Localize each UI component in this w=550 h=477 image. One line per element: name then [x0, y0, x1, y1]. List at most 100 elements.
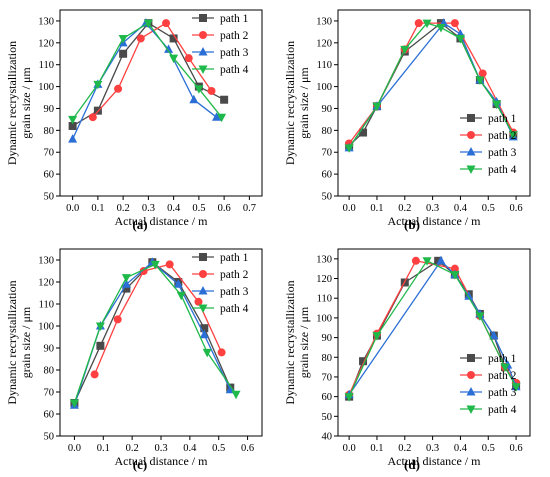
- x-tick-label: 0.5: [212, 443, 225, 454]
- y-axis-label-line-1: Dynamic recrystallization: [283, 280, 297, 404]
- data-point: [464, 291, 474, 300]
- y-tick-label: 110: [317, 60, 332, 71]
- y-axis-label-line-1: Dynamic recrystallization: [5, 41, 19, 165]
- legend-marker: [198, 286, 208, 295]
- data-point: [96, 341, 105, 350]
- data-point: [475, 76, 485, 86]
- data-point: [411, 256, 420, 265]
- series-path-2: [90, 260, 226, 379]
- series-path-4: [69, 260, 241, 408]
- x-axis-label: Actual distance / m: [115, 454, 209, 468]
- data-point: [165, 260, 174, 269]
- y-tick-label: 80: [322, 126, 333, 137]
- y-tick-label: 80: [44, 126, 55, 137]
- y-tick-label: 100: [316, 82, 332, 93]
- data-point: [113, 315, 122, 324]
- legend-marker: [467, 354, 475, 362]
- x-tick-label: 0.3: [154, 443, 167, 454]
- x-tick-label: 0.3: [426, 443, 439, 454]
- legend-marker: [199, 270, 207, 278]
- y-tick-label: 80: [44, 366, 55, 377]
- x-tick-label: 0.3: [142, 203, 155, 214]
- data-point: [500, 363, 510, 373]
- legend-label: path 1: [488, 113, 517, 125]
- y-tick-label: 100: [38, 82, 54, 93]
- data-point: [400, 45, 410, 55]
- x-tick-label: 0.1: [91, 203, 104, 214]
- y-tick-label: 110: [317, 294, 332, 305]
- x-tick-label: 0.4: [454, 443, 468, 454]
- data-point: [69, 399, 79, 408]
- data-point: [95, 322, 105, 331]
- data-point: [492, 100, 502, 110]
- y-tick-label: 60: [44, 410, 55, 421]
- y-axis-label-line-2: grain size / μm: [19, 306, 33, 378]
- data-point: [143, 19, 153, 29]
- x-axis-label: Actual distance / m: [115, 214, 209, 228]
- data-point: [169, 34, 178, 43]
- legend-label: path 3: [488, 387, 517, 399]
- x-tick-label: 0.4: [183, 443, 197, 454]
- y-tick-label: 90: [322, 104, 333, 115]
- legend: path 1 path 2 path 3 path 4: [192, 13, 249, 76]
- y-tick-label: 130: [316, 16, 332, 27]
- y-tick-label: 120: [38, 38, 54, 49]
- legend-label: path 1: [220, 13, 249, 25]
- y-tick-label: 90: [322, 333, 333, 344]
- legend-label: path 3: [220, 286, 249, 298]
- data-point: [359, 128, 368, 137]
- series-path-1: [70, 258, 235, 407]
- legend-label: path 4: [488, 164, 517, 176]
- x-tick-label: 0.2: [398, 443, 411, 454]
- y-axis-label-line-1: Dynamic recrystallization: [5, 280, 19, 404]
- x-tick-label: 0.6: [510, 443, 523, 454]
- y-tick-label: 90: [44, 104, 55, 115]
- panel-caption: (b): [404, 217, 420, 232]
- data-point: [88, 113, 97, 122]
- chart-panel-3: 0.0 0.1 0.2 0.3 0.4 0.5 0.6 50 60 70 80 90 100 110 120…: [5, 248, 263, 472]
- legend-marker: [199, 31, 207, 39]
- legend-label: path 3: [488, 147, 517, 159]
- chart-panel-1: 0.0 0.1 0.2 0.3 0.4 0.5 0.6 0.7 50 60 70 80 90 100 110…: [5, 9, 263, 232]
- y-tick-label: 110: [39, 300, 54, 311]
- y-tick-label: 80: [322, 353, 333, 364]
- data-point: [489, 330, 499, 340]
- legend: path 1 path 2 path 3 path 4: [192, 252, 249, 315]
- legend-label: path 1: [488, 353, 517, 365]
- legend-marker: [198, 304, 208, 313]
- series-path-4: [344, 19, 518, 153]
- series-path-2: [88, 19, 216, 122]
- y-tick-label: 120: [316, 38, 332, 49]
- data-point: [217, 348, 226, 357]
- y-tick-label: 70: [322, 372, 333, 383]
- series-path-4: [344, 257, 521, 402]
- legend-marker: [198, 47, 208, 56]
- y-tick-label: 50: [44, 192, 55, 203]
- y-axis-label-line-1: Dynamic recrystallization: [283, 41, 297, 165]
- data-point: [121, 279, 131, 288]
- data-point: [436, 255, 446, 265]
- x-tick-label: 0.0: [343, 203, 356, 214]
- data-point: [136, 34, 145, 43]
- y-tick-label: 40: [322, 432, 333, 443]
- x-tick-label: 0.7: [243, 203, 256, 214]
- x-tick-label: 0.0: [68, 443, 81, 454]
- legend-label: path 1: [220, 252, 249, 264]
- data-point: [511, 383, 521, 392]
- x-tick-label: 0.5: [192, 203, 205, 214]
- data-point: [68, 121, 77, 130]
- x-tick-label: 0.1: [97, 443, 110, 454]
- y-tick-label: 50: [44, 432, 55, 443]
- data-point: [194, 85, 204, 94]
- plot-frame: [59, 9, 263, 197]
- plot-frame: [337, 248, 531, 437]
- data-point: [217, 113, 227, 123]
- series-path-4: [68, 19, 227, 125]
- data-point: [93, 80, 103, 90]
- chart-panel-2: 0.0 0.1 0.2 0.3 0.4 0.5 0.6 50 60 70 80 90 100 110 120…: [283, 9, 531, 232]
- plot-frame: [337, 9, 531, 197]
- x-axis-label: Actual distance / m: [388, 454, 482, 468]
- y-tick-label: 130: [38, 16, 54, 27]
- series-path-3: [69, 257, 235, 409]
